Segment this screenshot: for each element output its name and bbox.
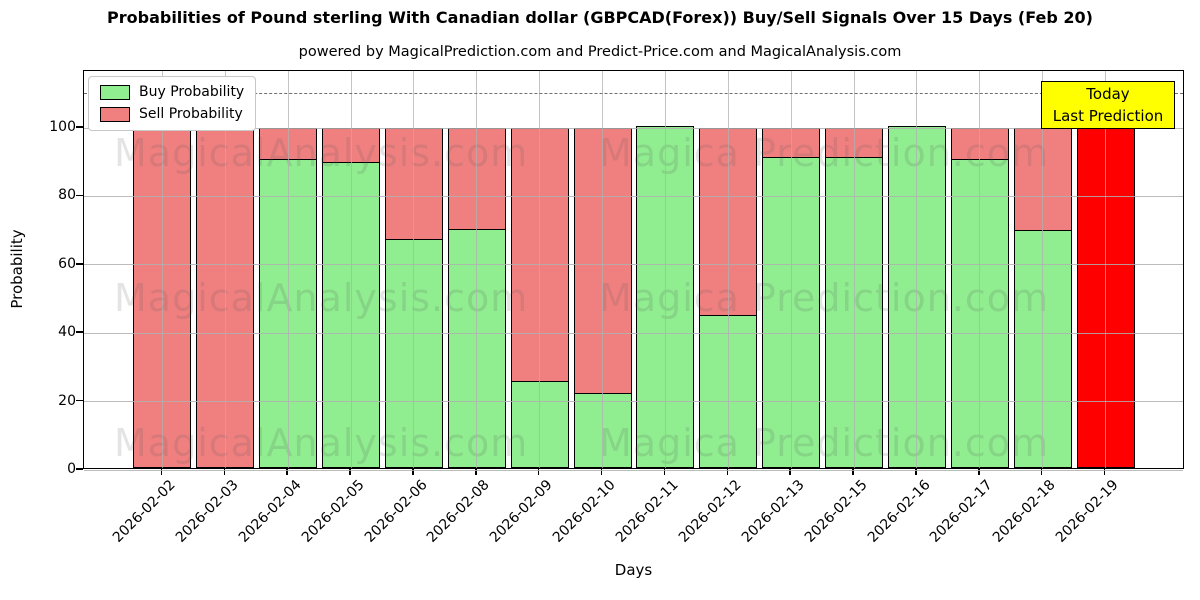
x-tick-label: 2026-02-17: [927, 477, 997, 546]
horizontal-gridline: [84, 469, 1183, 471]
y-tick-label: 60: [58, 255, 76, 272]
x-axis-label: Days: [614, 561, 653, 579]
vertical-gridline: [287, 71, 289, 468]
y-tick-label: 40: [58, 324, 76, 341]
x-tick-mark: [978, 469, 980, 475]
watermark-text: MagicalAnalysis.com: [114, 421, 529, 465]
x-tick-label: 2026-02-16: [864, 477, 934, 546]
today-badge-line2: Last Prediction: [1052, 107, 1164, 125]
horizontal-gridline: [84, 264, 1183, 266]
y-tick-label: 20: [58, 392, 76, 409]
vertical-gridline: [979, 71, 981, 468]
x-tick-mark: [915, 469, 917, 475]
x-tick-label: 2026-02-08: [424, 477, 494, 546]
horizontal-gridline: [84, 127, 1183, 129]
plot-area: Buy Probability Sell Probability Today L…: [83, 70, 1184, 471]
x-tick-label: 2026-02-02: [109, 477, 179, 546]
y-tick-mark: [76, 331, 83, 333]
vertical-gridline: [790, 71, 792, 468]
buy-color-swatch: [100, 85, 130, 100]
watermark-text: MagicalAnalysis.com: [114, 276, 529, 320]
vertical-gridline: [853, 71, 855, 468]
x-tick-mark: [349, 469, 351, 475]
x-tick-mark: [852, 469, 854, 475]
vertical-gridline: [1105, 71, 1107, 468]
vertical-gridline: [664, 71, 666, 468]
horizontal-gridline: [84, 332, 1183, 334]
legend-item-sell: Sell Probability: [100, 107, 244, 122]
chart-subtitle: powered by MagicalPrediction.com and Pre…: [298, 44, 902, 60]
x-tick-label: 2026-02-18: [990, 477, 1060, 546]
x-tick-label: 2026-02-09: [487, 477, 557, 546]
sell-color-swatch: [100, 107, 130, 122]
y-tick-mark: [76, 399, 83, 402]
vertical-gridline: [476, 71, 478, 468]
y-tick-mark: [76, 194, 83, 197]
x-tick-mark: [223, 469, 226, 475]
x-tick-mark: [789, 469, 791, 475]
chart-title: Probabilities of Pound sterling With Can…: [107, 8, 1093, 27]
y-tick-mark: [76, 468, 83, 470]
x-tick-label: 2026-02-05: [298, 477, 368, 546]
legend-box: Buy Probability Sell Probability: [88, 76, 257, 131]
y-tick-label: 0: [67, 461, 76, 477]
horizontal-gridline: [84, 401, 1183, 403]
x-tick-label: 2026-02-19: [1053, 477, 1122, 546]
vertical-gridline: [916, 71, 918, 468]
vertical-gridline: [224, 71, 226, 468]
x-tick-mark: [537, 469, 540, 475]
x-tick-label: 2026-02-12: [675, 477, 745, 546]
x-tick-mark: [475, 469, 477, 475]
vertical-gridline: [727, 71, 729, 468]
x-tick-mark: [412, 469, 414, 475]
y-tick-label: 100: [49, 119, 76, 136]
vertical-gridline: [539, 71, 541, 468]
vertical-gridline: [350, 71, 352, 468]
legend-label-sell: Sell Probability: [139, 106, 243, 122]
today-last-prediction-badge: Today Last Prediction: [1041, 81, 1175, 129]
x-tick-label: 2026-02-06: [361, 477, 431, 546]
x-tick-mark: [726, 469, 729, 475]
y-tick-mark: [76, 126, 83, 128]
x-tick-label: 2026-02-11: [612, 477, 682, 546]
x-tick-mark: [1103, 469, 1106, 475]
x-tick-mark: [663, 469, 666, 475]
watermark-text: Magica Prediction.com: [599, 131, 1050, 175]
x-tick-mark: [600, 469, 603, 475]
vertical-gridline: [413, 71, 415, 468]
x-tick-label: 2026-02-13: [738, 477, 808, 546]
watermark-text: MagicalAnalysis.com: [114, 131, 529, 175]
y-axis-label: Probability: [8, 229, 26, 309]
today-badge-line1: Today: [1086, 85, 1130, 103]
threshold-dashed-line: [84, 92, 1183, 94]
watermark-text: Magica Prediction.com: [599, 421, 1050, 465]
x-tick-label: 2026-02-04: [235, 477, 305, 546]
legend-item-buy: Buy Probability: [100, 85, 244, 100]
x-tick-mark: [160, 469, 163, 475]
vertical-gridline: [1042, 71, 1044, 468]
legend-label-buy: Buy Probability: [139, 84, 245, 100]
horizontal-gridline: [84, 195, 1183, 197]
x-tick-label: 2026-02-10: [550, 477, 619, 546]
x-tick-mark: [286, 469, 288, 475]
vertical-gridline: [602, 71, 604, 468]
vertical-gridline: [161, 71, 163, 468]
x-tick-label: 2026-02-15: [801, 477, 871, 546]
y-tick-mark: [76, 263, 83, 265]
y-tick-label: 80: [58, 187, 76, 204]
x-tick-mark: [1040, 469, 1043, 475]
watermark-text: Magica Prediction.com: [599, 276, 1050, 320]
x-tick-label: 2026-02-03: [172, 477, 242, 546]
